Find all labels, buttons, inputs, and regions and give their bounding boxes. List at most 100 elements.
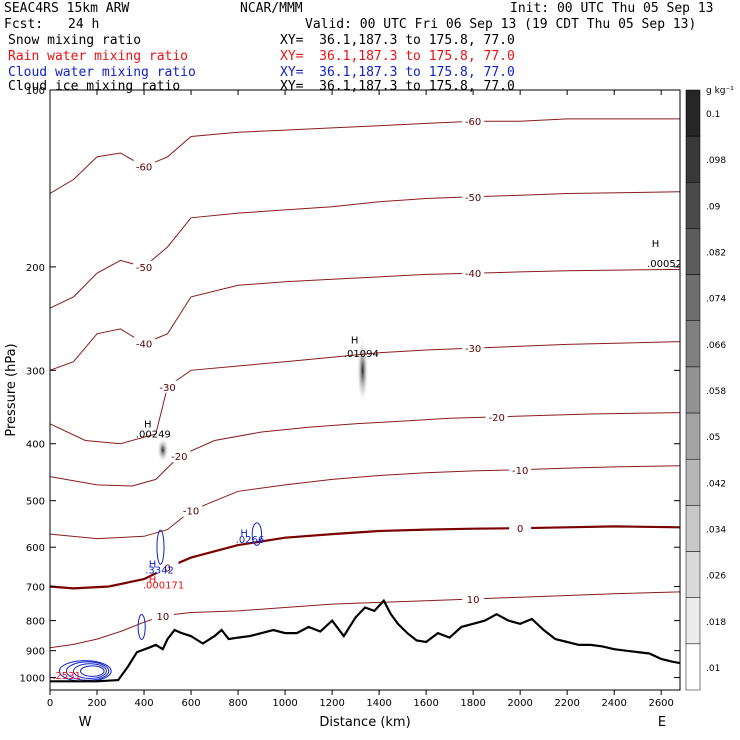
colorbar-swatch [685,643,701,691]
field-annotation: H [144,419,152,430]
isotherm-line [50,268,680,371]
field-annotation: H [149,575,157,586]
isotherm-label: -10 [512,466,528,477]
isotherm-label-bg [133,260,156,273]
colorbar-swatch [685,412,701,460]
isotherm-label-bg [180,504,203,517]
isotherm-label: 0 [164,564,170,575]
colorbar-label: .01 [706,664,720,674]
colorbar-label: .09 [706,202,721,212]
colorbar-unit: g kg⁻¹ [706,86,734,96]
y-tick-label: 100 [26,86,45,97]
init-label: Init: 00 UTC Thu 05 Sep 13 [510,1,714,16]
y-tick-label: 900 [26,647,45,658]
x-tick-label: 2000 [507,698,532,709]
colorbar-label: .074 [706,295,726,305]
colorbar-label: .098 [706,156,726,166]
colorbar-swatch [685,551,701,598]
x-tick-label: 2400 [601,698,626,709]
isotherm-label-bg [462,592,485,605]
field-annotation: .2531 [52,671,81,682]
y-tick-label: 300 [26,366,45,377]
isotherm-label-bg [509,522,532,535]
field-annotation: .0266 [236,535,265,546]
isotherm-label-bg [485,410,508,423]
fcst-value: 24 h [68,17,100,32]
field-xy-cloud-water: XY= 36.1,187.3 to 175.8, 77.0 [280,65,515,80]
field-annotation: .00249 [136,429,171,440]
center-label: NCAR/MMM [240,1,303,16]
plot-area: 10 10 0 0 -10 -10 -20 -20 -30 -30 -40 -40 -50 -50 -60 -… [50,115,682,683]
colorbar-label: 0.1 [706,110,720,120]
x-tick-label: 2600 [648,698,673,709]
colorbar-swatch [685,135,701,183]
field-label-rain: Rain water mixing ratio [8,49,189,64]
colorbar-swatch [685,320,701,368]
isotherm-label: -30 [465,344,481,355]
y-tick-label: 800 [26,617,45,628]
field-label-cloud-water: Cloud water mixing ratio [8,65,196,80]
isotherm-label-bg [462,267,485,280]
isotherm-label: -40 [465,269,481,280]
colorbar-label: .082 [706,249,726,259]
y-axis-title: Pressure (hPa) [4,343,19,436]
isotherm-label: 10 [467,595,480,606]
y-tick-label: 500 [26,497,45,508]
field-annotation: .000171 [143,580,184,591]
field-annotation: H [149,560,157,571]
isotherm-label-bg [156,380,179,393]
isotherm-label: -40 [136,339,152,350]
isotherm-line [50,341,680,445]
field-annotation: H [240,528,248,539]
x-tick-label: 1600 [413,698,438,709]
isotherm-label-bg [462,115,485,128]
isotherm-label-bg [462,190,485,203]
cloud-water-contour [137,613,146,640]
model-title: SEAC4RS 15km ARW [4,1,130,16]
colorbar-label: .018 [706,618,726,628]
field-annotation: .00052 [647,259,682,270]
field-annotation: .3342 [145,565,174,576]
colorbar-swatch [685,182,701,229]
cloud-water-contour [80,665,105,677]
isotherm-label: -50 [136,263,152,274]
colorbar-label: .058 [706,387,726,397]
x-tick-label: 400 [134,698,153,709]
isotherm-label: 10 [156,612,169,623]
snow-maximum [156,437,169,463]
isotherm-label: -10 [183,507,199,518]
colorbar-swatch [685,458,701,506]
isotherm-label-bg [168,450,191,463]
y-tick-label: 1000 [20,674,45,685]
fcst-label: Fcst: [4,17,44,32]
plot-frame [49,89,681,691]
field-annotation: .01094 [344,349,379,360]
x-tick-label: 1400 [366,698,391,709]
isotherm-line [50,465,680,540]
isotherm-label: 0 [517,524,523,535]
isotherm-label-bg [462,342,485,355]
field-label-snow: Snow mixing ratio [8,33,142,48]
y-tick-label: 200 [26,263,45,274]
x-tick-label: 2200 [554,698,579,709]
isotherm-label-bg [509,463,532,476]
field-annotation: H [652,239,660,250]
x-end-label-east: E [658,715,666,730]
x-tick-label: 1000 [272,698,297,709]
isotherm-line [50,591,680,649]
axes: 0 200 400 600 800 1000 1200 1400 1600 1800 2000 220… [20,86,680,709]
isotherm-label: -20 [488,413,504,424]
colorbar-label: .042 [706,479,726,489]
field-xy-rain: XY= 36.1,187.3 to 175.8, 77.0 [280,49,515,64]
cloud-water-contour [73,663,107,679]
colorbar-swatch [685,505,701,552]
y-tick-label: 700 [26,583,45,594]
colorbar-swatch [685,274,701,322]
isotherm-line [50,191,680,309]
colorbar-swatch [685,366,701,414]
colorbar-swatch [685,228,701,275]
colorbar-label: .066 [706,341,726,351]
x-end-label-west: W [79,715,92,730]
isotherm-label-bg [151,609,174,622]
x-axis-title: Distance (km) [319,715,410,730]
